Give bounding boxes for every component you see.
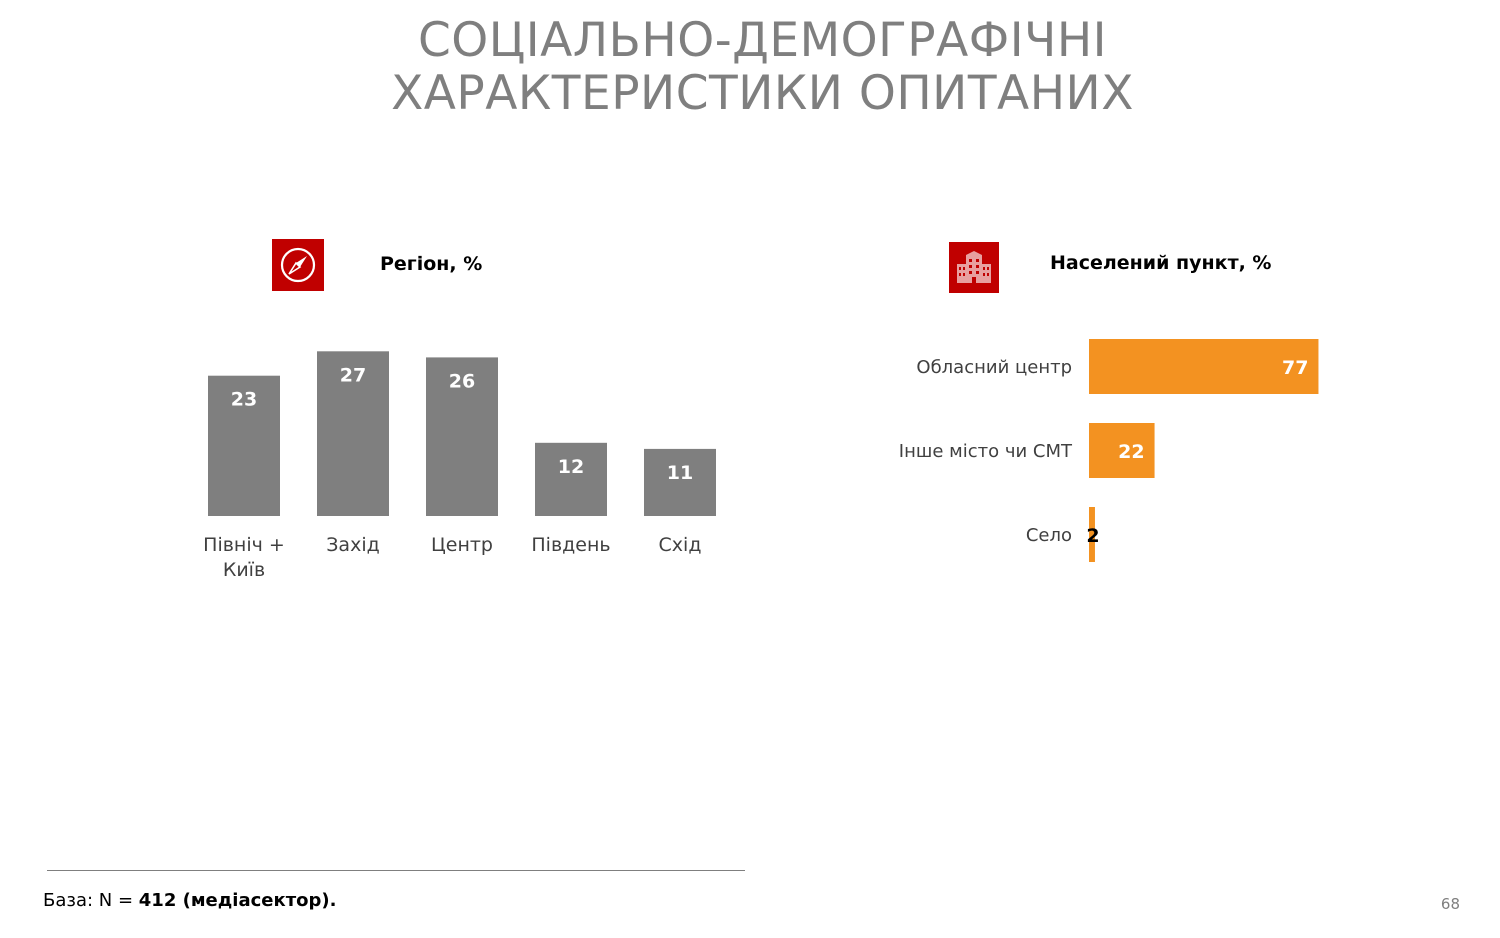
settlement-bar [1089, 339, 1319, 394]
region-bar [644, 448, 716, 516]
region-category-label: Схід [659, 534, 702, 556]
settlement-bar [1089, 423, 1155, 478]
footer-sample: 412 (медіасектор). [138, 890, 337, 911]
page-number: 68 [1440, 895, 1460, 913]
region-category-label: Південь [531, 534, 610, 556]
buildings-icon [949, 242, 999, 293]
settlement-chart: Обласний центр 77 Інше місто чи СМТ 22 Село 2 [899, 339, 1319, 562]
compass-icon [272, 239, 324, 291]
region-bar [317, 351, 389, 516]
footer-divider [47, 870, 745, 871]
footer-note: База: N = 412 (медіасектор). [43, 890, 336, 911]
settlement-chart-title: Населений пункт, % [1050, 252, 1272, 274]
region-chart: 23 Північ + Київ 27 Захід 26 Центр 12 Південь 11 С… [203, 351, 716, 581]
region-bar [208, 375, 280, 516]
settlement-bar-value: 22 [1118, 441, 1144, 463]
region-category-label: Київ [223, 559, 265, 581]
settlement-bar-value: 2 [1086, 525, 1099, 547]
settlement-bar-value: 77 [1282, 357, 1308, 379]
region-chart-title: Регіон, % [380, 253, 483, 275]
page-title-line-1: СОЦІАЛЬНО-ДЕМОГРАФІЧНІ [417, 13, 1108, 68]
region-bar-value: 27 [340, 364, 366, 386]
footer-prefix: База: N = [43, 890, 139, 911]
region-category-label: Центр [431, 534, 493, 556]
settlement-category-label: Село [1026, 525, 1072, 546]
settlement-category-label: Обласний центр [916, 357, 1072, 378]
settlement-category-label: Інше місто чи СМТ [899, 441, 1073, 462]
region-bar [426, 357, 498, 516]
region-bar-value: 26 [449, 370, 475, 392]
region-bar-value: 12 [558, 456, 584, 478]
region-bar-value: 11 [667, 462, 693, 484]
region-category-label: Захід [326, 534, 379, 556]
region-bar [535, 442, 607, 516]
page-title-line-2: ХАРАКТЕРИСТИКИ ОПИТАНИХ [391, 66, 1134, 121]
region-bar-value: 23 [231, 389, 257, 411]
page-title: СОЦІАЛЬНО-ДЕМОГРАФІЧНІ ХАРАКТЕРИСТИКИ ОП… [0, 14, 1500, 120]
settlement-bar [1089, 507, 1095, 562]
region-category-label: Північ + [203, 534, 285, 556]
